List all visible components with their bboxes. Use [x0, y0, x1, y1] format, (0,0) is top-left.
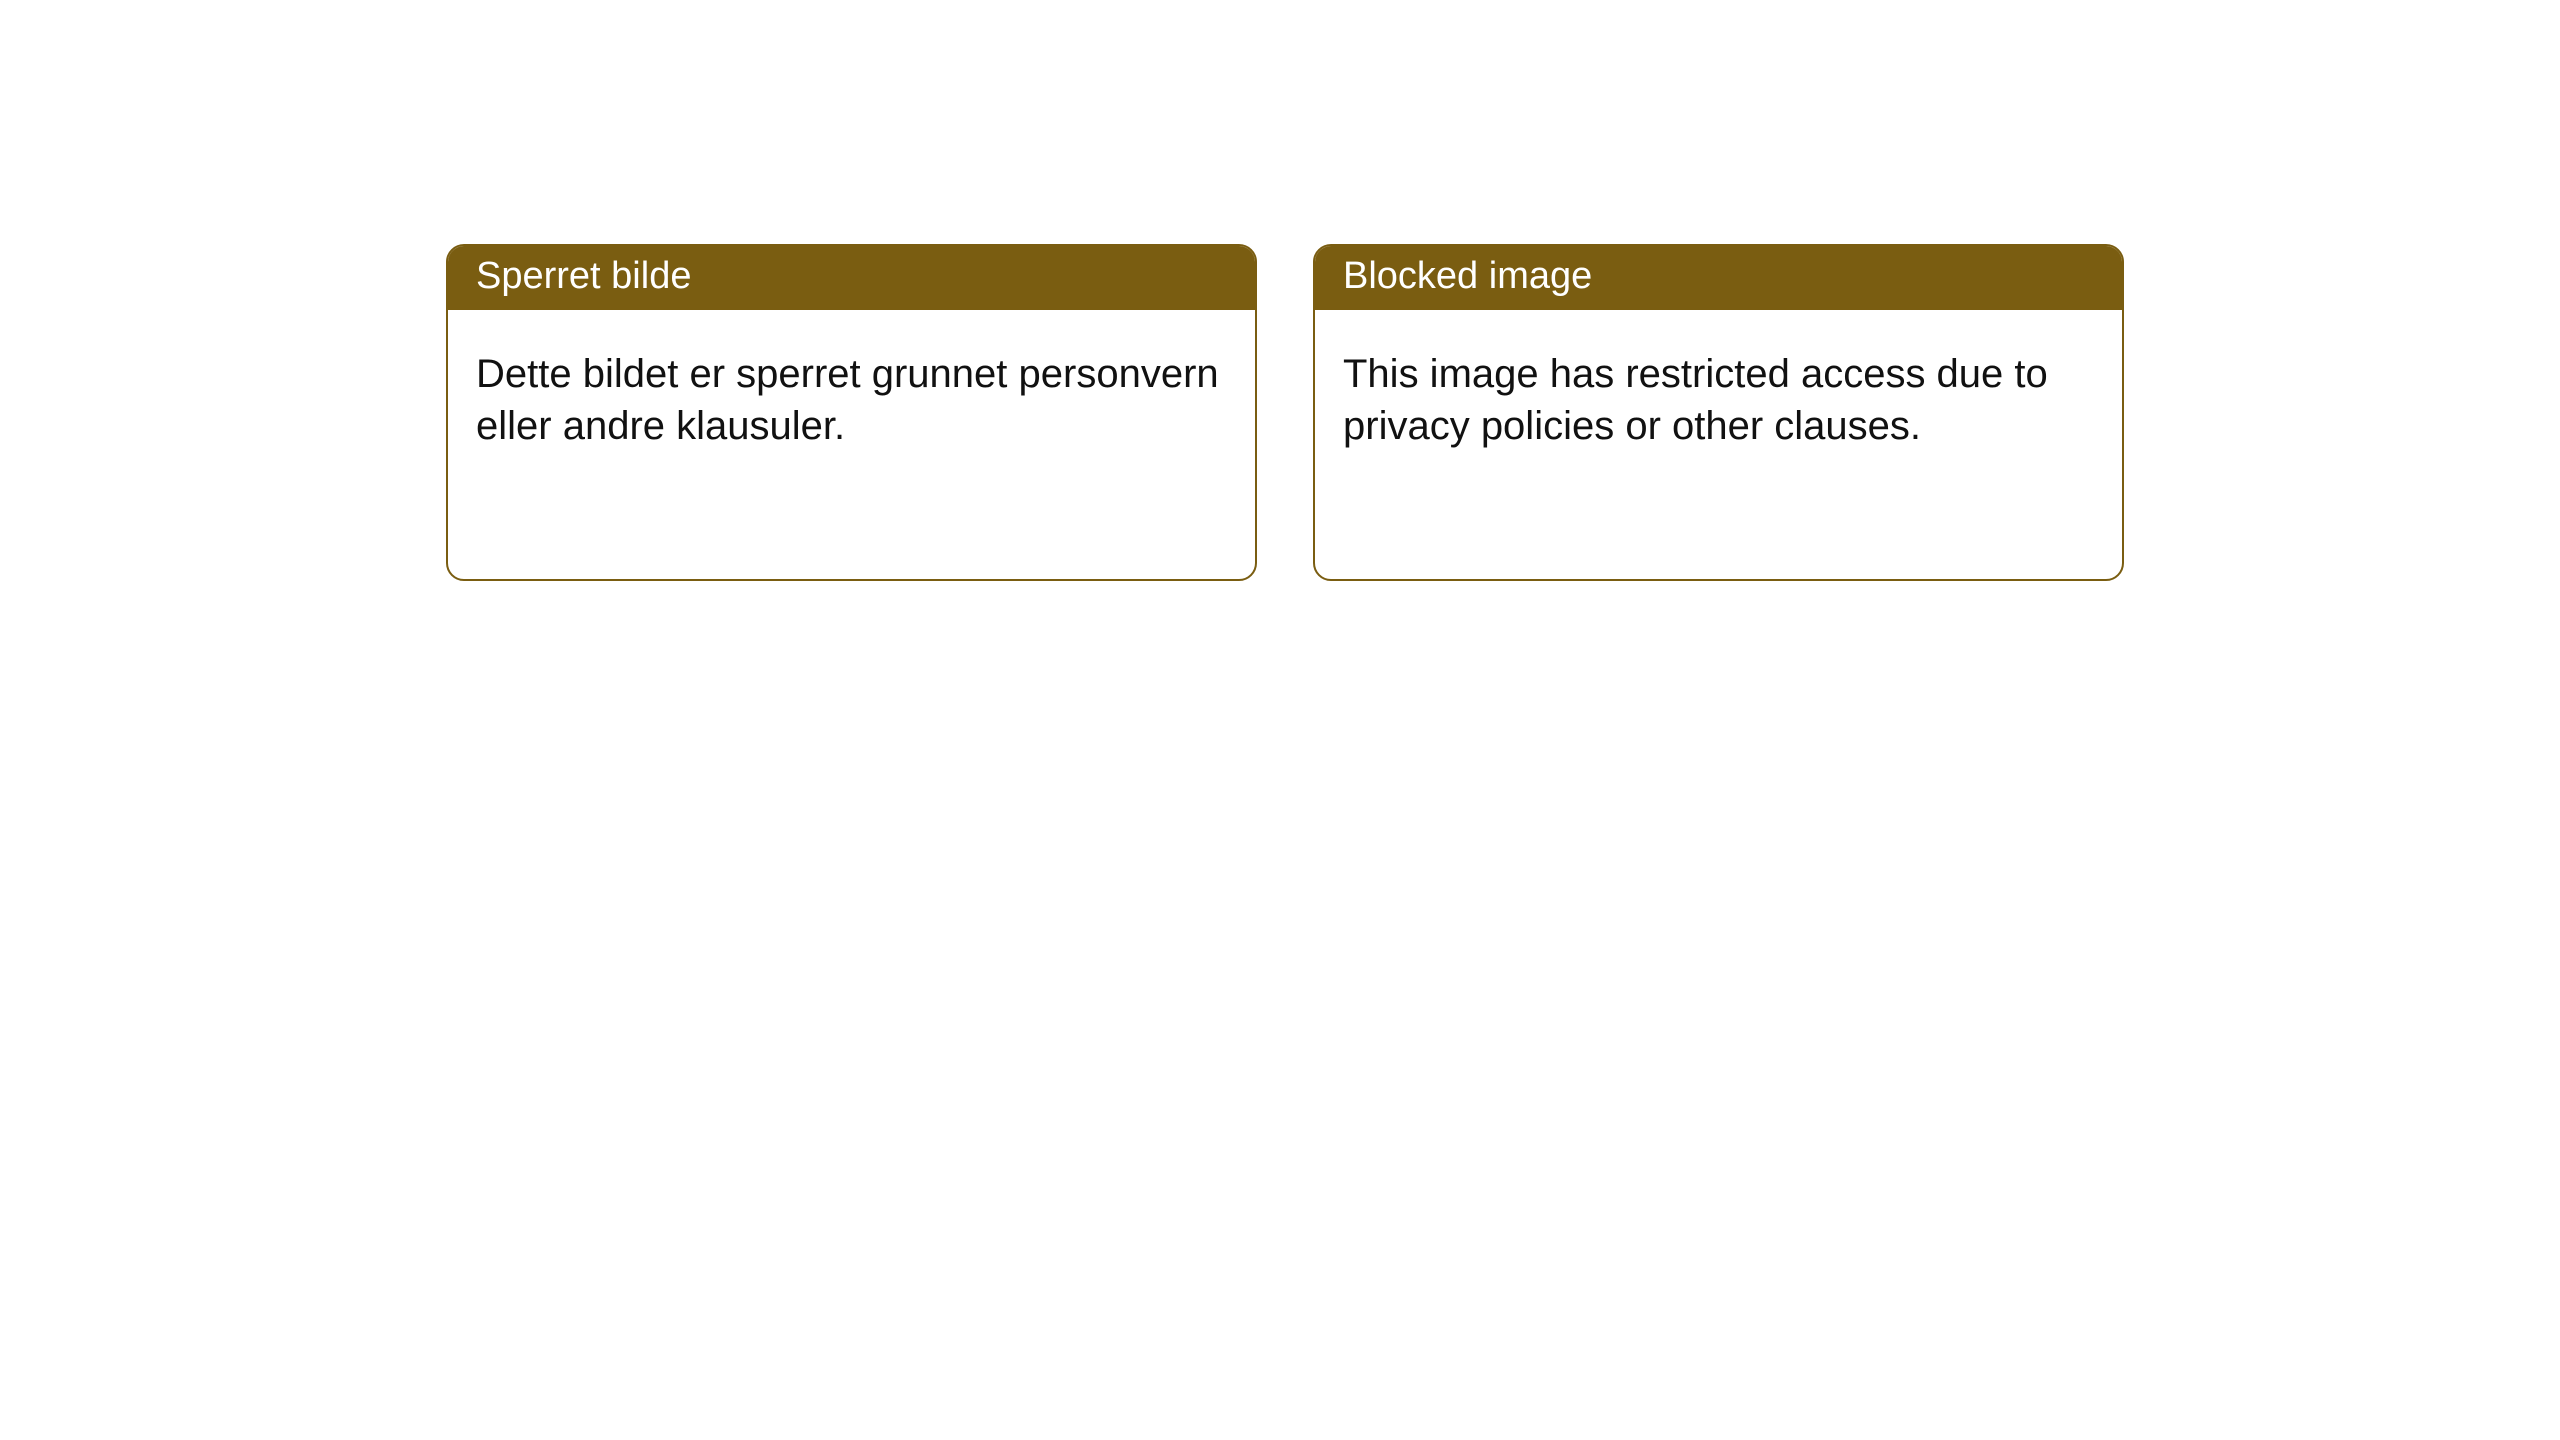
notice-card-norwegian: Sperret bilde Dette bildet er sperret gr… [446, 244, 1257, 581]
notice-title: Sperret bilde [448, 246, 1255, 310]
notice-body: This image has restricted access due to … [1315, 310, 2122, 482]
notice-title: Blocked image [1315, 246, 2122, 310]
notice-card-english: Blocked image This image has restricted … [1313, 244, 2124, 581]
notice-body: Dette bildet er sperret grunnet personve… [448, 310, 1255, 482]
notice-container: Sperret bilde Dette bildet er sperret gr… [0, 0, 2560, 581]
